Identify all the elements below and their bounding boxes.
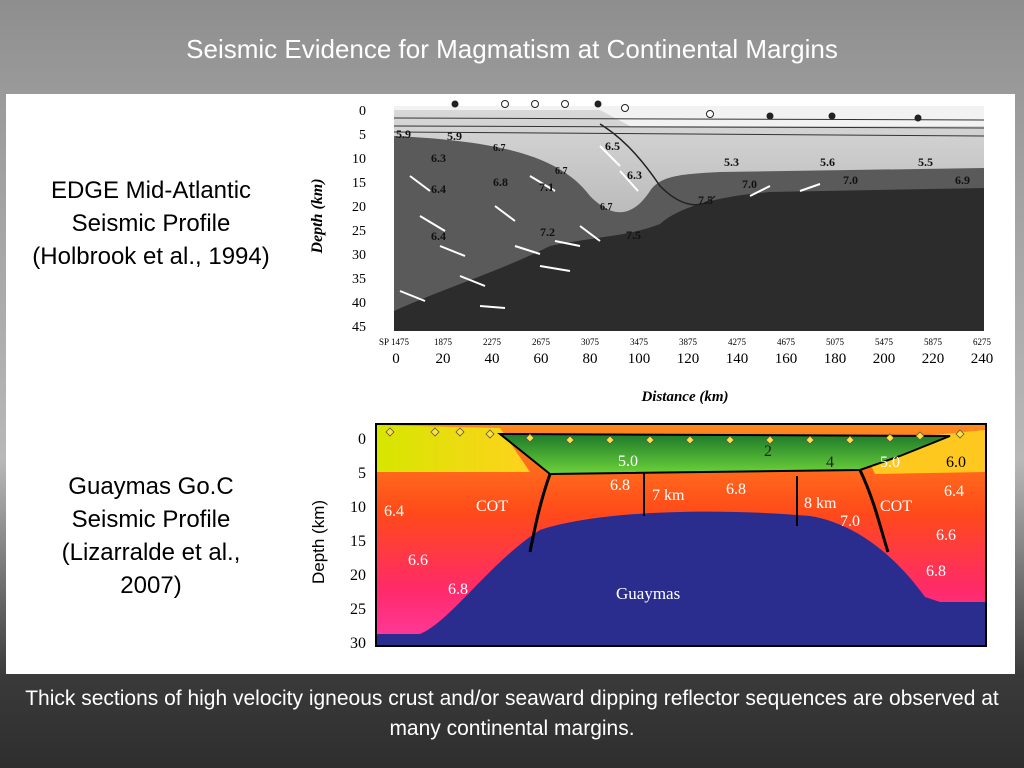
distance-tick: 100 <box>628 351 651 367</box>
depth-tick: 20 <box>350 567 366 584</box>
depth-tick: 30 <box>352 248 366 263</box>
region-label: 6.6 <box>936 527 956 544</box>
sp-tick: 5875 <box>924 337 943 347</box>
region-label: 6.4 <box>944 483 964 500</box>
depth-tick: 25 <box>350 601 366 618</box>
depth-tick: 5 <box>359 128 366 143</box>
edge-ylabel: Depth (km) <box>309 178 326 254</box>
guaymas-profile-figure: Depth (km) 0 5 10 15 20 25 30 5.0 2 4 5.… <box>309 423 987 652</box>
region-label: 5.0 <box>880 454 900 471</box>
region-label: 6.8 <box>448 581 468 598</box>
sp-tick: 2675 <box>532 337 551 347</box>
region-label: 7 km <box>652 487 685 504</box>
velocity-label: 7.5 <box>626 228 641 242</box>
velocity-label: 7.5 <box>698 193 713 207</box>
sp-tick: SP 1475 <box>379 337 409 347</box>
guaymas-caption: Guaymas Go.C Seismic Profile (Lizarralde… <box>61 473 241 599</box>
region-label: COT <box>880 498 912 515</box>
velocity-label: 6.7 <box>493 143 506 154</box>
velocity-label: 7.0 <box>742 177 757 191</box>
distance-tick: 20 <box>436 351 451 367</box>
distance-tick: 220 <box>922 351 945 367</box>
sp-tick: 1875 <box>434 337 453 347</box>
velocity-label: 5.3 <box>724 155 739 169</box>
depth-tick: 30 <box>350 635 366 652</box>
velocity-label: 7.0 <box>843 173 858 187</box>
sp-tick: 4675 <box>777 337 796 347</box>
sp-tick: 6275 <box>973 337 992 347</box>
velocity-label: 6.4 <box>431 229 446 243</box>
depth-tick: 5 <box>358 465 366 482</box>
depth-tick: 0 <box>359 104 366 119</box>
depth-tick: 15 <box>350 533 366 550</box>
region-label: 6.8 <box>726 481 746 498</box>
edge-xlabel: Distance (km) <box>640 389 728 405</box>
sp-tick: 3875 <box>679 337 698 347</box>
sp-tick: 5075 <box>826 337 845 347</box>
edge-mantle <box>394 188 984 331</box>
velocity-label: 6.8 <box>493 175 508 189</box>
depth-tick: 20 <box>352 200 366 215</box>
sp-tick: 3475 <box>630 337 649 347</box>
guaymas-ylabel: Depth (km) <box>309 500 328 584</box>
guaymas-mantle <box>377 511 985 645</box>
distance-tick: 80 <box>583 351 598 367</box>
velocity-label: 6.3 <box>627 168 642 182</box>
velocity-label: 7.2 <box>540 225 555 239</box>
velocity-label: 6.9 <box>955 173 970 187</box>
region-label: 6.8 <box>926 563 946 580</box>
distance-tick: 60 <box>534 351 549 367</box>
station-markers <box>451 100 922 122</box>
distance-tick: 140 <box>726 351 749 367</box>
distance-tick: 40 <box>485 351 500 367</box>
velocity-label: 5.9 <box>447 129 462 143</box>
sp-tick: 2275 <box>483 337 502 347</box>
region-label: 5.0 <box>618 453 638 470</box>
region-label: 8 km <box>804 495 837 512</box>
edge-profile-figure: Depth (km) 0 5 10 15 20 25 30 35 40 45 <box>309 100 994 405</box>
velocity-label: 7.1 <box>539 180 554 194</box>
slide-title: Seismic Evidence for Magmatism at Contin… <box>186 34 838 64</box>
velocity-label: 5.6 <box>820 155 835 169</box>
region-label: 4 <box>826 454 834 471</box>
depth-tick: 15 <box>352 176 366 191</box>
distance-tick: 160 <box>775 351 798 367</box>
depth-tick: 10 <box>350 499 366 516</box>
depth-tick: 45 <box>352 320 366 335</box>
depth-tick: 35 <box>352 272 366 287</box>
velocity-label: 6.4 <box>431 182 446 196</box>
distance-tick: 120 <box>677 351 700 367</box>
edge-caption: EDGE Mid-Atlantic Seismic Profile (Holbr… <box>32 177 270 270</box>
region-label: COT <box>476 498 508 515</box>
velocity-label: 6.3 <box>431 151 446 165</box>
velocity-label: 6.5 <box>605 139 620 153</box>
depth-tick: 25 <box>352 224 366 239</box>
distance-tick: 180 <box>824 351 847 367</box>
distance-tick: 200 <box>873 351 896 367</box>
velocity-label: 5.9 <box>396 127 411 141</box>
depth-tick: 40 <box>352 296 366 311</box>
region-label: 6.0 <box>946 454 966 471</box>
region-label: 6.6 <box>408 552 428 569</box>
sp-tick: 3075 <box>581 337 600 347</box>
velocity-label: 6.7 <box>600 202 613 213</box>
distance-tick: 240 <box>971 351 994 367</box>
region-label: 2 <box>764 443 772 460</box>
velocity-label: 5.5 <box>918 155 933 169</box>
distance-tick: 0 <box>392 351 400 367</box>
depth-tick: 0 <box>358 431 366 448</box>
velocity-label: 6.7 <box>555 166 568 177</box>
region-label: Guaymas <box>616 584 680 603</box>
region-label: 6.8 <box>610 477 630 494</box>
obs-markers <box>385 427 965 445</box>
dipping-reflectors <box>399 145 821 309</box>
sp-tick: 4275 <box>728 337 747 347</box>
footer-text: Thick sections of high velocity igneous … <box>25 687 999 740</box>
basin-sediments <box>497 432 951 476</box>
region-label: 7.0 <box>840 513 860 530</box>
depth-tick: 10 <box>352 152 366 167</box>
sp-tick: 5475 <box>875 337 894 347</box>
region-label: 6.4 <box>384 503 404 520</box>
